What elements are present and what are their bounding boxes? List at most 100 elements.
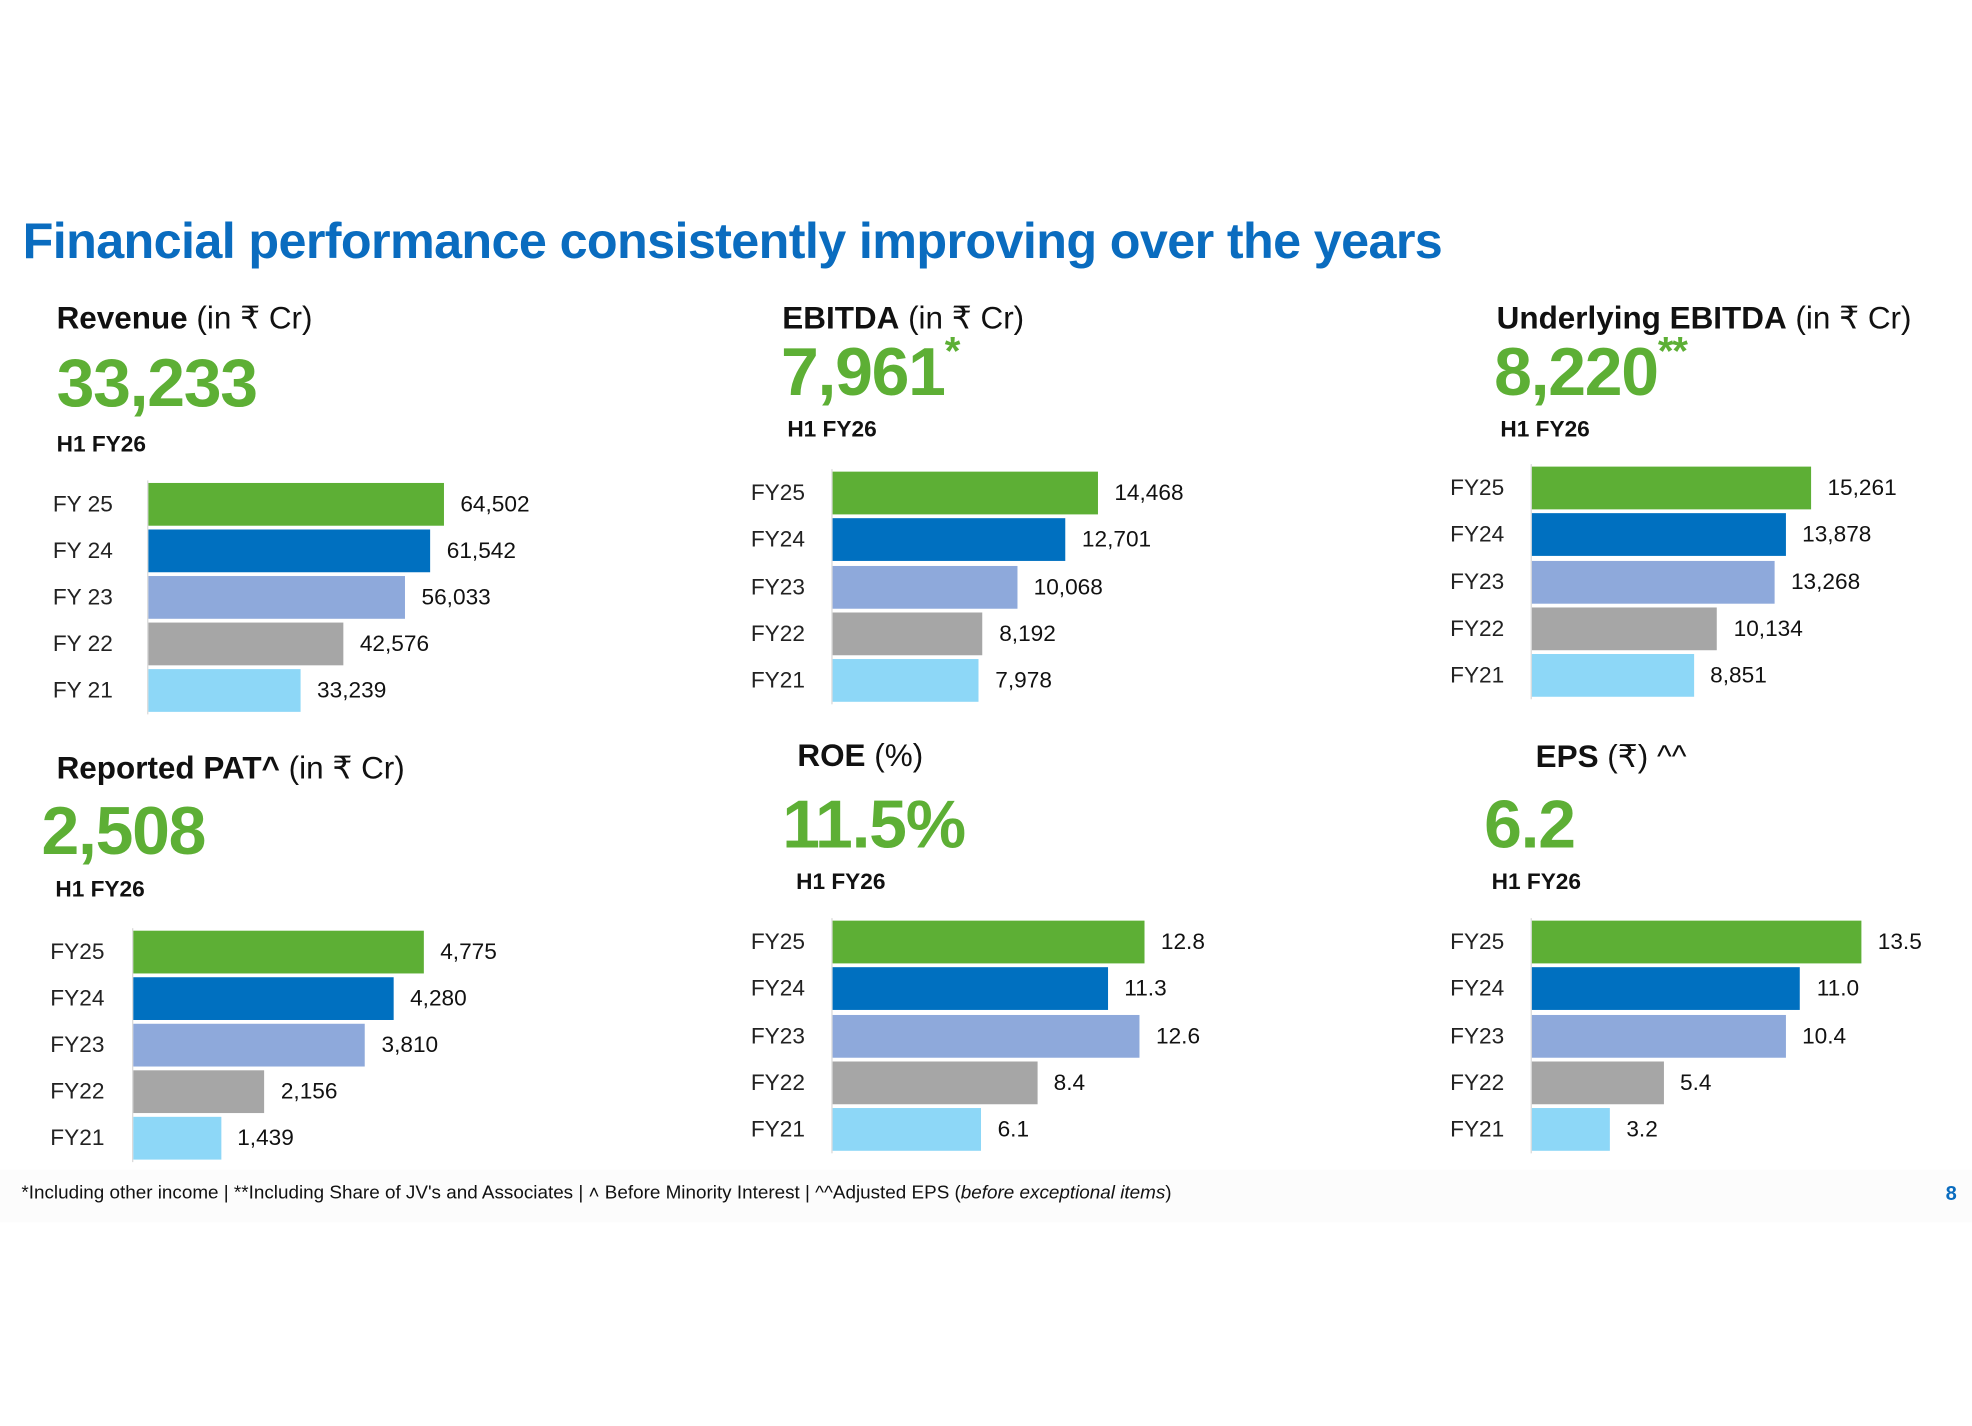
data-label: 11.3 <box>1124 975 1167 1001</box>
data-label: 10,134 <box>1733 615 1803 641</box>
headline-value: 6.2 <box>1484 787 1576 863</box>
footnote-italic: before exceptional items <box>960 1182 1166 1204</box>
heading-unit: (%) <box>865 738 924 774</box>
revenue-headline: 33,233 <box>57 345 258 423</box>
chart-axis <box>831 469 833 705</box>
data-label: 64,502 <box>460 491 530 517</box>
heading-bold: Reported PAT^ <box>56 750 280 787</box>
footnote: *Including other income | **Including Sh… <box>21 1182 1171 1203</box>
category-label: FY23 <box>50 1031 105 1058</box>
bar-fy24 <box>832 967 1108 1011</box>
category-label: FY 25 <box>52 491 113 517</box>
data-label: 4,280 <box>410 985 467 1011</box>
category-label: FY 23 <box>52 584 113 610</box>
bar-fy22 <box>832 612 983 655</box>
data-label: 2,156 <box>280 1078 338 1104</box>
eps-heading: EPS (₹) ^^ <box>1536 738 1687 776</box>
chart-axis <box>1530 464 1532 700</box>
bar-fy24 <box>832 518 1066 562</box>
category-label: FY21 <box>750 667 805 693</box>
slide-title: Financial performance consistently impro… <box>22 213 1443 270</box>
data-label: 8,851 <box>1710 662 1767 688</box>
footnote-mark: * <box>944 328 961 374</box>
category-label: FY24 <box>1450 521 1505 547</box>
bar-fy23 <box>133 1023 366 1067</box>
heading-unit: (₹) ^^ <box>1598 739 1687 775</box>
heading-bold: EBITDA <box>782 300 900 336</box>
headline-value: 7,961 <box>781 334 946 411</box>
bar-fy21 <box>133 1116 221 1160</box>
data-label: 4,775 <box>440 938 497 965</box>
category-label: FY21 <box>750 1116 805 1142</box>
category-label: FY23 <box>750 573 805 599</box>
data-label: 12.8 <box>1160 928 1205 954</box>
chart-axis <box>831 918 833 1154</box>
footnote-text: *Including other income | **Including Sh… <box>21 1182 961 1204</box>
category-label: FY 21 <box>52 677 113 703</box>
category-label: FY21 <box>50 1125 105 1151</box>
bar-fy21 <box>1531 1108 1610 1151</box>
data-label: 61,542 <box>446 537 516 563</box>
bar-fy24 <box>133 977 394 1020</box>
category-label: FY22 <box>1450 615 1505 641</box>
data-label: 10,068 <box>1033 573 1103 599</box>
bar-fy21 <box>1531 654 1694 697</box>
category-label: FY22 <box>750 620 805 646</box>
revenue-heading: Revenue (in ₹ Cr) <box>57 299 313 337</box>
data-label: 15,261 <box>1827 474 1897 500</box>
bar-fy25 <box>133 930 424 974</box>
data-label: 56,033 <box>421 584 491 610</box>
roe-headline: 11.5% <box>782 786 966 864</box>
bar-fy22 <box>1531 607 1718 650</box>
footer-band <box>0 1169 1972 1223</box>
data-label: 11.0 <box>1816 975 1860 1001</box>
eps-period: H1 FY26 <box>1491 869 1581 895</box>
data-label: 33,239 <box>317 677 387 703</box>
footnote-end: ) <box>1165 1182 1172 1204</box>
pat-heading: Reported PAT^ (in ₹ Cr) <box>57 750 405 788</box>
chart-axis <box>132 928 134 1163</box>
heading-bold: Revenue <box>56 300 188 336</box>
chart-axis <box>1530 918 1532 1154</box>
ebitda-period: H1 FY26 <box>787 416 877 442</box>
bar-fy22 <box>832 1061 1038 1104</box>
pat-headline: 2,508 <box>41 792 207 870</box>
data-label: 7,978 <box>995 667 1052 693</box>
headline-value: 2,508 <box>41 793 207 870</box>
bar-fy25 <box>1531 920 1862 964</box>
heading-bold: ROE <box>797 738 866 774</box>
bar-fy25 <box>148 482 444 526</box>
category-label: FY22 <box>750 1069 805 1095</box>
bar-fy22 <box>1531 1061 1664 1104</box>
headline-value: 8,220 <box>1494 334 1659 411</box>
heading-bold: Underlying EBITDA <box>1496 300 1787 336</box>
headline-value: 11.5% <box>782 787 966 863</box>
bar-fy23 <box>1531 560 1775 604</box>
underlying-ebitda-period: H1 FY26 <box>1500 416 1590 442</box>
bar-fy24 <box>1531 967 1801 1011</box>
data-label: 13,878 <box>1802 521 1872 547</box>
heading-unit: (in ₹ Cr) <box>187 300 313 336</box>
category-label: FY25 <box>750 928 805 954</box>
page-number: 8 <box>1945 1183 1957 1205</box>
bar-fy24 <box>148 529 431 573</box>
data-label: 6.1 <box>997 1116 1030 1142</box>
category-label: FY24 <box>750 526 805 552</box>
data-label: 5.4 <box>1680 1069 1712 1095</box>
bar-fy24 <box>1531 513 1786 557</box>
heading-bold: EPS <box>1535 739 1599 775</box>
bar-fy23 <box>148 576 406 619</box>
data-label: 13,268 <box>1790 568 1861 594</box>
category-label: FY21 <box>1450 1116 1505 1142</box>
heading-unit: (in ₹ Cr) <box>1786 300 1912 336</box>
data-label: 8.4 <box>1053 1069 1086 1095</box>
bar-fy22 <box>133 1070 265 1114</box>
bar-fy23 <box>832 565 1018 609</box>
category-label: FY24 <box>750 975 805 1001</box>
category-label: FY24 <box>50 985 105 1011</box>
data-label: 14,468 <box>1114 479 1184 505</box>
bar-fy25 <box>832 920 1145 964</box>
chart-axis <box>147 480 149 715</box>
heading-unit: (in ₹ Cr) <box>279 750 405 787</box>
underlying-ebitda-heading: Underlying EBITDA (in ₹ Cr) <box>1497 299 1912 337</box>
